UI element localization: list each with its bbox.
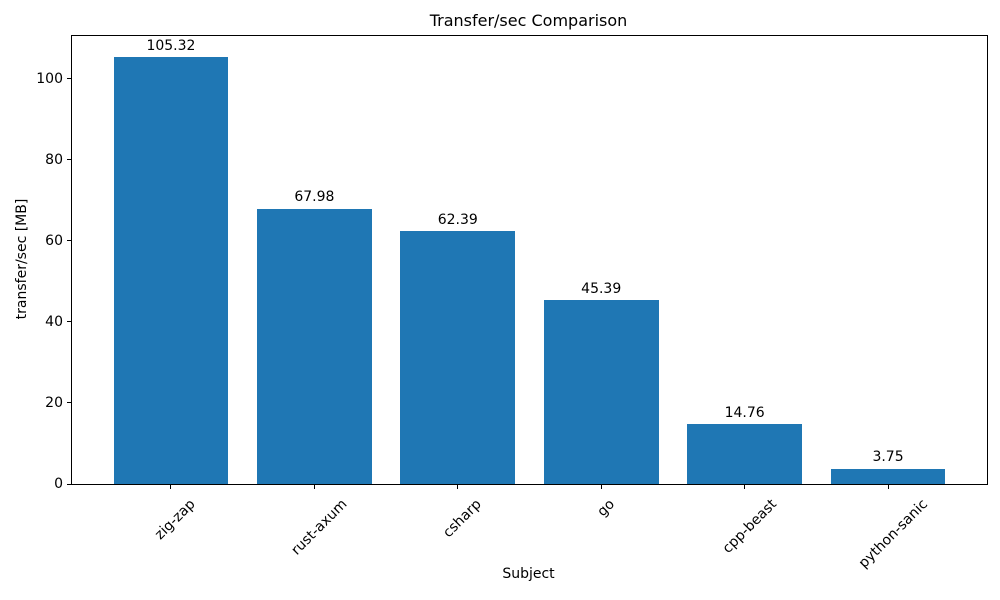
x-tick-label: csharp — [440, 496, 485, 541]
y-tick-mark — [67, 321, 72, 323]
bar — [543, 300, 659, 484]
x-tick-label: go — [594, 496, 619, 520]
y-tick-label: 40 — [45, 313, 63, 330]
x-tick-label: rust-axum — [287, 496, 351, 559]
x-tick-label: python-sanic — [855, 496, 931, 572]
y-tick-label: 60 — [45, 232, 63, 249]
x-tick-mark — [744, 484, 746, 489]
bar — [687, 424, 802, 484]
bar-value-label: 45.39 — [581, 280, 622, 297]
bar-value-label: 105.32 — [146, 38, 196, 54]
x-tick-mark — [887, 484, 889, 489]
bar — [257, 208, 372, 484]
y-tick-mark — [67, 78, 72, 80]
bar-value-label: 3.75 — [872, 449, 904, 466]
x-tick-mark — [457, 484, 459, 489]
chart-title: Transfer/sec Comparison — [429, 11, 628, 30]
y-tick-mark — [67, 240, 72, 242]
y-tick-label: 0 — [54, 476, 63, 492]
bar-value-label: 14.76 — [724, 404, 765, 421]
y-tick-label: 20 — [45, 394, 63, 411]
y-axis-label: transfer/sec [MB] — [14, 198, 30, 320]
y-tick-label: 80 — [45, 151, 63, 168]
bar-value-label: 62.39 — [437, 211, 478, 228]
x-tick-mark — [170, 484, 172, 489]
bar — [400, 231, 516, 484]
y-tick-label: 100 — [36, 70, 63, 87]
x-tick-mark — [600, 484, 602, 489]
bar — [830, 468, 946, 484]
y-tick-mark — [67, 402, 72, 404]
x-tick-mark — [313, 484, 315, 489]
y-tick-mark — [67, 159, 72, 161]
bar-value-label: 67.98 — [294, 189, 335, 206]
bar — [113, 57, 229, 484]
x-tick-label: zig-zap — [152, 496, 200, 543]
x-axis-label: Subject — [502, 566, 555, 582]
y-tick-mark — [67, 483, 72, 485]
x-tick-label: cpp-beast — [719, 496, 780, 557]
plot-area: 0 20 40 60 80 100 105.32 zig-zap 67.98 rust-axum 6… — [36, 35, 988, 572]
